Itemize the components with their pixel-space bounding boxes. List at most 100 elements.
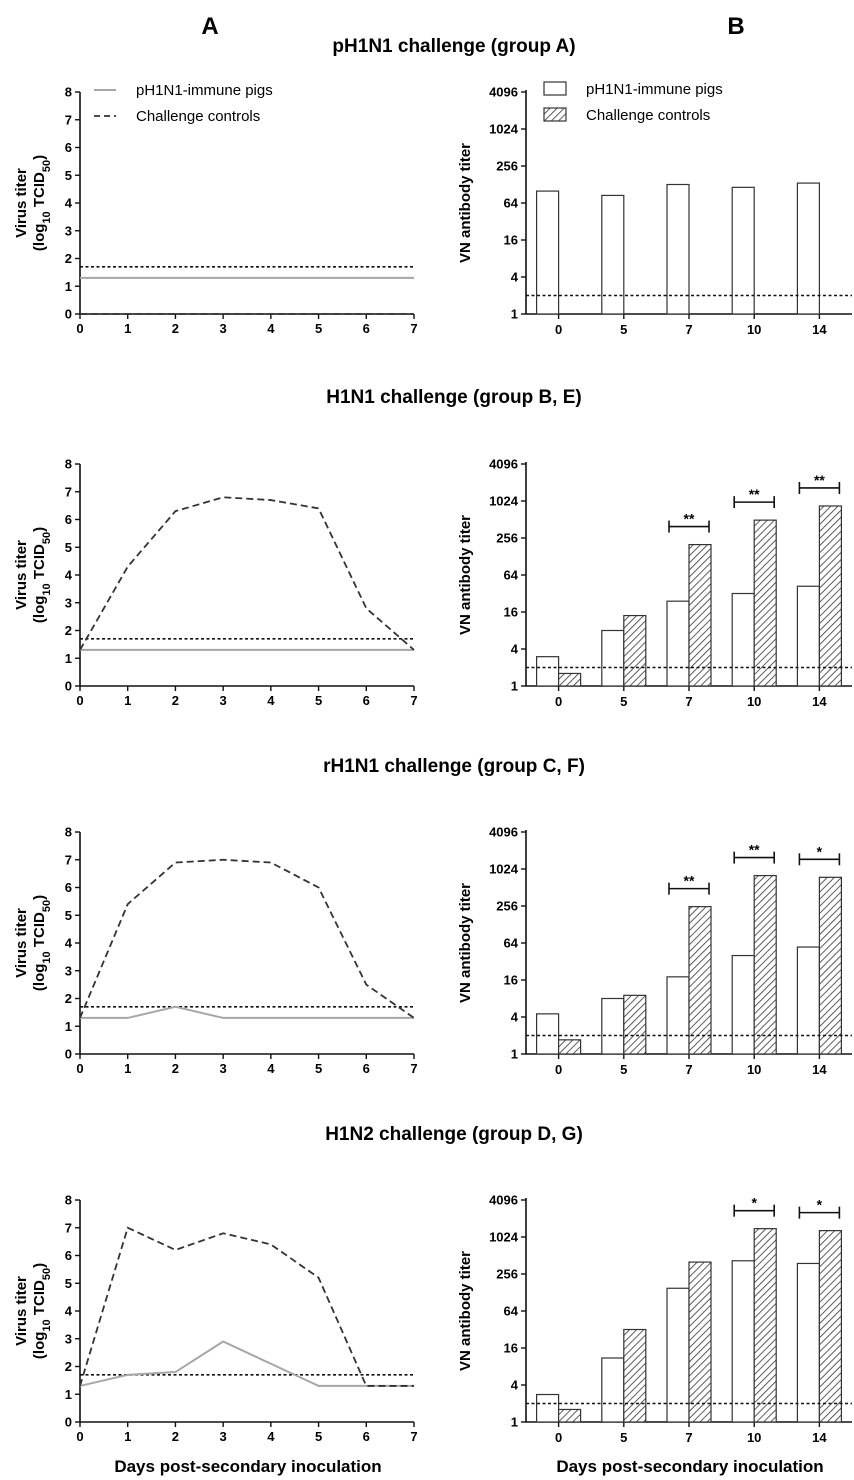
bar-ylabel-group: VN antibody titer: [457, 883, 474, 1003]
x-tick-label: 6: [363, 693, 370, 708]
x-tick-label: 2: [172, 321, 179, 336]
ylabel-part: ): [31, 1263, 48, 1268]
line-chart-1: 0 1 2 3 4 5 6 7 8 0 1 2 3 4 5 6 7 Virus titer (log10 TCID5…: [13, 457, 418, 709]
y-tick-label: 7: [65, 852, 72, 867]
chart-rows: pH1N1 challenge (group A) 0 1 2 3 4 5 6 7 8 0 1 2 3 4 5…: [13, 36, 852, 1476]
bar-immune: [796, 1262, 821, 1423]
y-tick-label: 0: [65, 1415, 72, 1430]
x-tick-label: 5: [315, 321, 322, 336]
x-tick-label: 6: [363, 321, 370, 336]
y-tick-label: 1: [65, 1019, 72, 1034]
line-ylabel: Virus titer (log10 TCID50): [13, 527, 53, 623]
y-tick-label: 1: [511, 1047, 518, 1062]
y-tick-label: 4: [511, 270, 519, 285]
x-tick-label: 0: [76, 1061, 83, 1076]
x-tick-label: 4: [267, 321, 275, 336]
y-tick-label: 1: [511, 1415, 518, 1430]
x-tick-label: 5: [620, 322, 627, 337]
x-tick-label: 5: [620, 1062, 627, 1077]
x-tick-label: 5: [315, 1429, 322, 1444]
x-tick-label: 0: [555, 1430, 562, 1445]
y-tick-label: 4: [511, 1010, 519, 1025]
x-tick-label: 5: [620, 1430, 627, 1445]
bar-immune: [731, 1260, 755, 1423]
bar-control: [818, 505, 843, 687]
significance-marker: **: [749, 486, 760, 502]
y-tick-label: 5: [65, 168, 72, 183]
series-control-line: [79, 496, 415, 651]
x-tick-label: 7: [685, 1062, 692, 1077]
y-tick-label: 8: [65, 825, 72, 840]
bar-control: [557, 1408, 582, 1423]
legend-control-label: Challenge controls: [136, 108, 260, 125]
bar-control: [623, 994, 647, 1055]
x-tick-label: 2: [172, 1429, 179, 1444]
y-tick-label: 4: [65, 936, 73, 951]
bar-immune: [796, 182, 821, 315]
ylabel-part: 10: [41, 1319, 53, 1331]
ylabel-part: (log: [31, 596, 48, 624]
x-tick-label: 14: [812, 322, 827, 337]
y-tick-label: 16: [504, 973, 518, 988]
x-tick-label: 14: [812, 694, 827, 709]
series-immune-line: [79, 1340, 414, 1387]
significance-marker: **: [749, 842, 760, 858]
x-tick-label: 0: [76, 693, 83, 708]
y-tick-label: 2: [65, 623, 72, 638]
y-tick-label: 1: [511, 679, 518, 694]
ylabel-part: 10: [41, 583, 53, 595]
line-ylabel-sub: (log10 TCID50): [31, 895, 53, 991]
x-tick-label: 7: [685, 322, 692, 337]
legend-immune-label: pH1N1-immune pigs: [586, 81, 723, 98]
x-tick-label: 0: [555, 322, 562, 337]
bar-immune: [796, 946, 821, 1055]
ylabel-part: TCID: [31, 912, 48, 951]
x-tick-label: 1: [124, 1061, 131, 1076]
y-tick-label: 1024: [489, 1230, 519, 1245]
ylabel-part: TCID: [31, 544, 48, 583]
significance-marker: *: [817, 1197, 823, 1213]
x-tick-label: 10: [747, 694, 761, 709]
x-tick-label: 1: [124, 321, 131, 336]
y-tick-label: 1024: [489, 862, 519, 877]
bar-immune: [535, 1393, 560, 1423]
y-tick-label: 6: [65, 1248, 72, 1263]
bar-immune: [601, 629, 625, 687]
panel-label-b: B: [727, 13, 744, 40]
ylabel-part: (log: [31, 964, 48, 992]
legend-control-label: Challenge controls: [586, 107, 710, 124]
y-tick-label: 4: [65, 1304, 73, 1319]
x-tick-label: 2: [172, 1061, 179, 1076]
x-tick-label: 7: [410, 321, 417, 336]
y-tick-label: 2: [65, 1359, 72, 1374]
bar-immune: [796, 585, 821, 687]
y-tick-label: 16: [504, 233, 518, 248]
line-ylabel-main: Virus titer: [13, 168, 30, 238]
x-tick-label: 5: [315, 693, 322, 708]
y-tick-label: 1024: [489, 122, 519, 137]
significance-marker: *: [751, 1195, 757, 1211]
bar-control: [557, 1039, 582, 1055]
y-tick-label: 16: [504, 1341, 518, 1356]
y-tick-label: 4096: [489, 825, 518, 840]
series-control-line: [79, 858, 415, 1019]
line-ylabel-sub: (log10 TCID50): [31, 527, 53, 623]
y-tick-label: 0: [65, 679, 72, 694]
bar-immune: [731, 186, 755, 315]
bar-immune: [666, 1287, 690, 1423]
y-tick-label: 4: [511, 642, 519, 657]
x-tick-label: 5: [620, 694, 627, 709]
y-tick-label: 1: [65, 1387, 72, 1402]
bar-immune: [666, 183, 690, 315]
legend-control-swatch: [543, 107, 567, 122]
x-tick-label: 7: [410, 693, 417, 708]
row-title: H1N2 challenge (group D, G): [325, 1124, 583, 1145]
bar-control: [753, 519, 777, 687]
y-tick-label: 6: [65, 512, 72, 527]
ylabel-part: (log: [31, 1332, 48, 1360]
x-tick-label: 0: [76, 1429, 83, 1444]
ylabel-part: ): [31, 155, 48, 160]
y-tick-label: 2: [65, 991, 72, 1006]
